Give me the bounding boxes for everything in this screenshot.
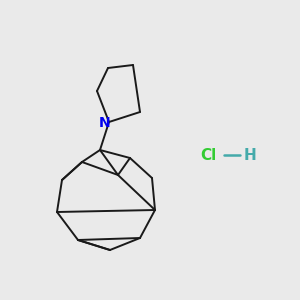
Text: Cl: Cl — [200, 148, 216, 163]
Text: N: N — [99, 116, 111, 130]
Text: H: H — [244, 148, 256, 163]
